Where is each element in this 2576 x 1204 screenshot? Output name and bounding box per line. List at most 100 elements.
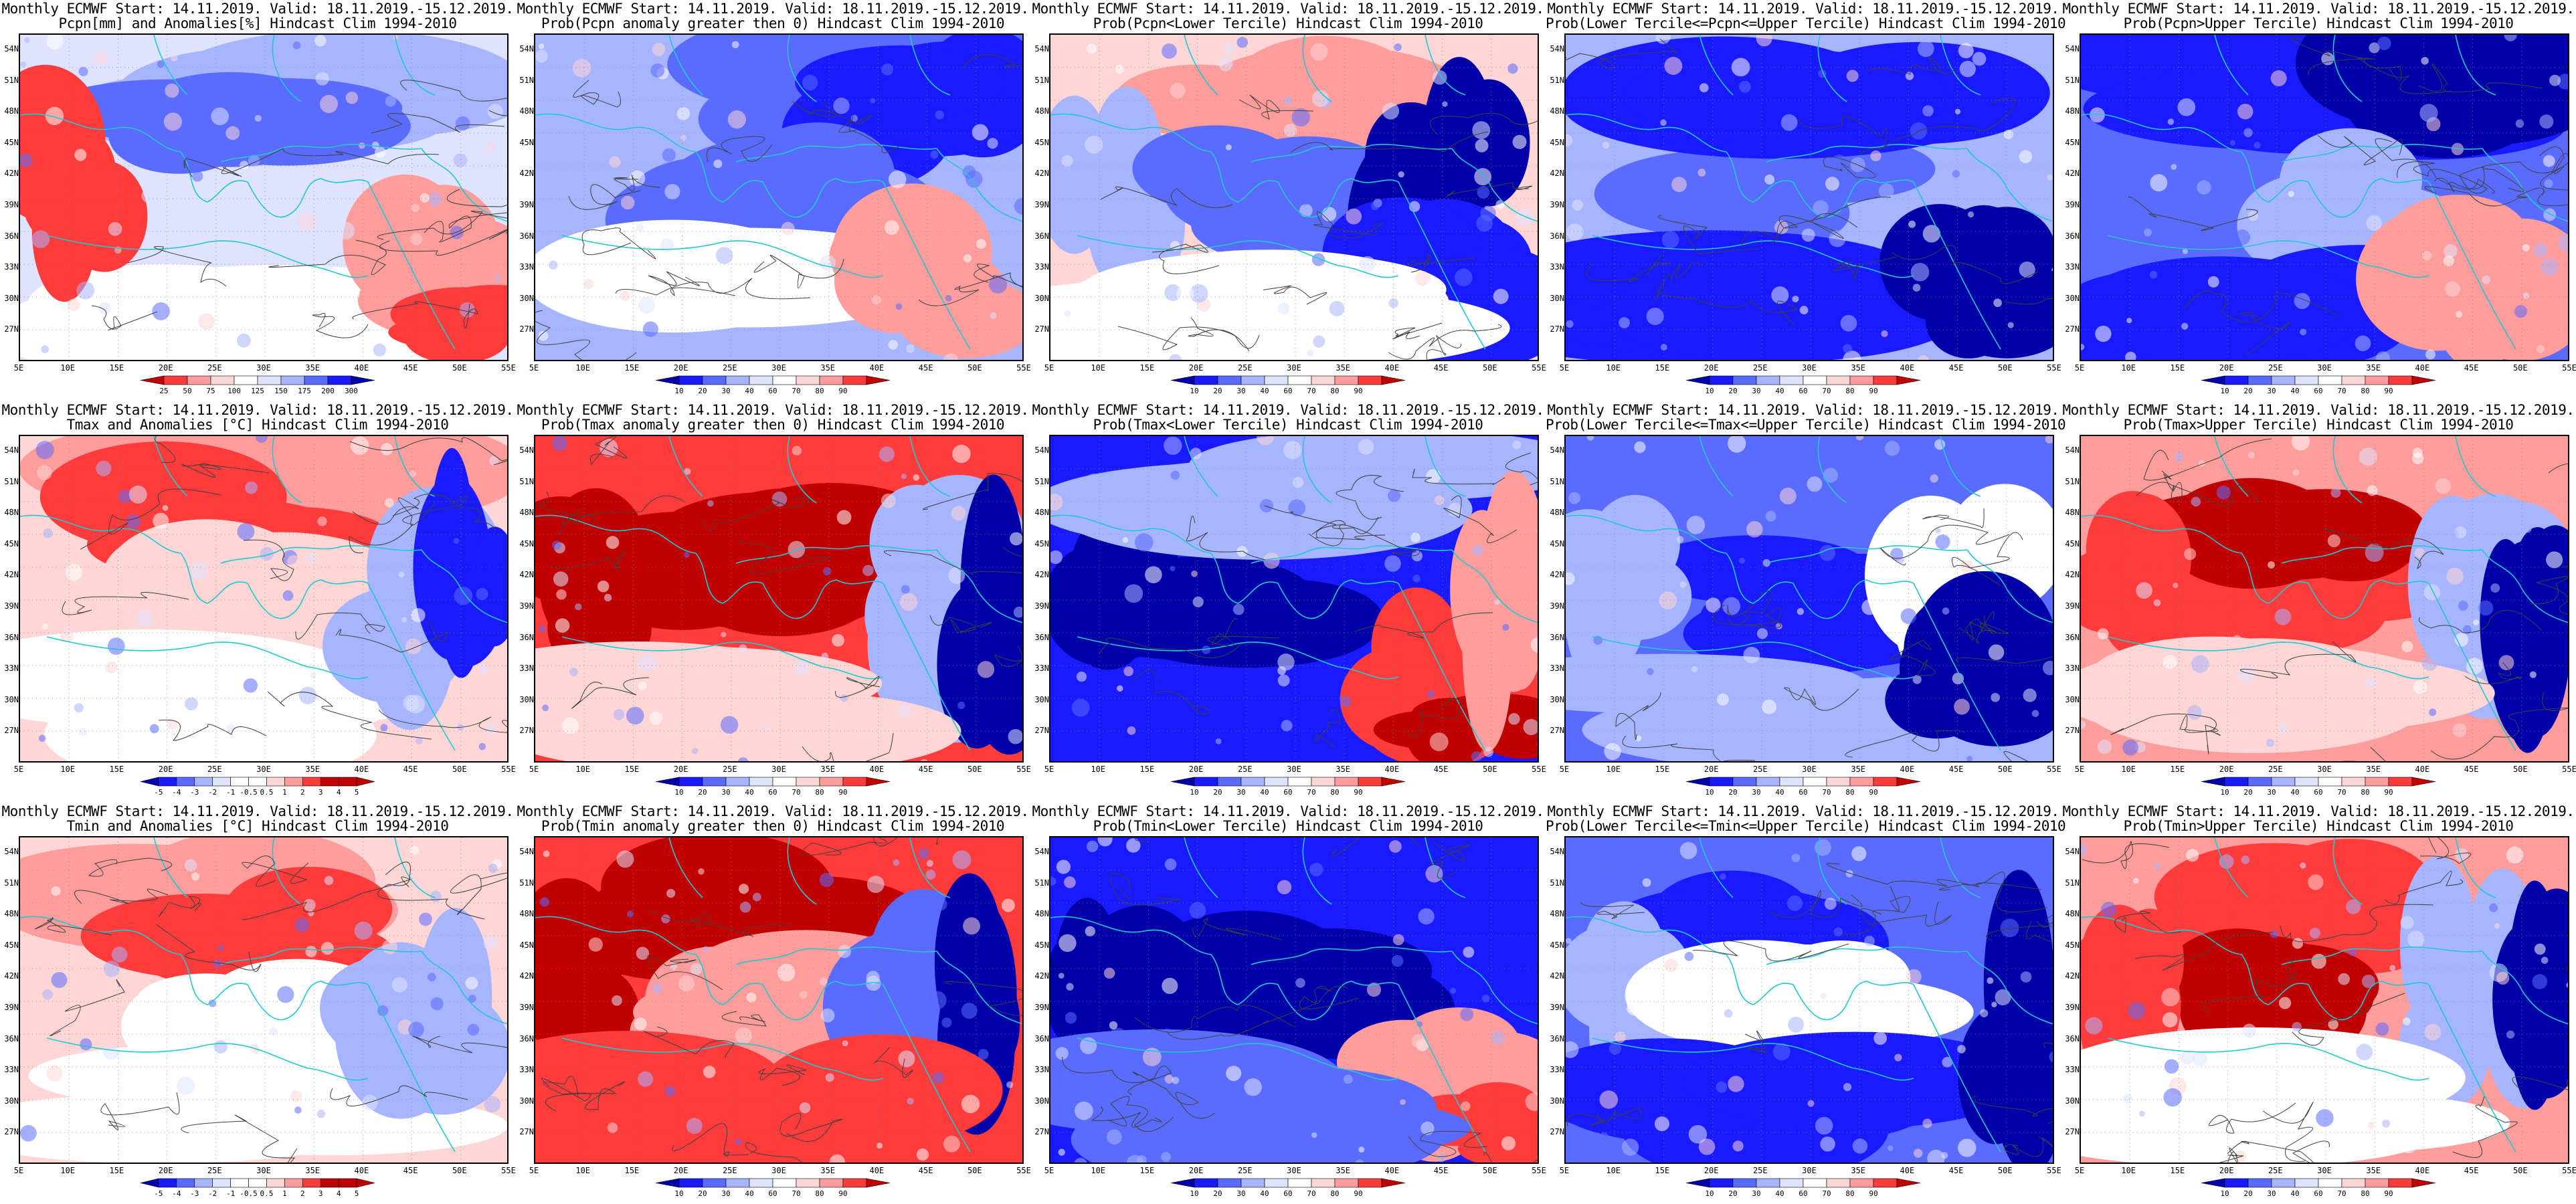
field-speckle [108, 221, 122, 236]
contour-line [2292, 993, 2405, 1046]
field-speckle [256, 613, 274, 631]
field-speckle [2458, 601, 2468, 611]
field-speckle [453, 153, 468, 168]
lon-tick-label: 40E [869, 765, 885, 774]
field-speckle [2541, 957, 2549, 964]
contour-line [1744, 1030, 1769, 1053]
field-speckle [1476, 215, 1493, 232]
contour-layer [91, 80, 507, 338]
field-speckle [2414, 548, 2425, 559]
lon-tick-label: 25E [1752, 765, 1768, 774]
contour-line [100, 1092, 180, 1130]
lat-tick-label: 30N [1034, 1096, 1049, 1106]
coastline-layer [1050, 436, 1538, 751]
colorbar-swatch [678, 375, 703, 385]
field-speckle [1117, 685, 1123, 692]
contour-line [268, 239, 387, 276]
field-patch [1152, 290, 1510, 360]
contour-line [1922, 508, 1985, 528]
colorbar-label: 70 [2337, 387, 2347, 395]
field-speckle [111, 946, 128, 963]
lat-tick-label: 36N [2065, 632, 2080, 642]
field-speckle [267, 1060, 274, 1066]
field-speckle [1922, 105, 1934, 117]
lon-tick-label: 55E [2562, 765, 2576, 774]
field-speckle [1722, 597, 1741, 615]
field-speckle [825, 1073, 834, 1082]
lon-tick-label: 20E [1188, 1166, 1204, 1175]
field-speckle [1659, 591, 1677, 610]
coastline [1184, 837, 1466, 905]
colorbar-swatch [1849, 375, 1874, 385]
field-speckle [1277, 654, 1295, 671]
lat-tick-label: 36N [519, 1033, 534, 1043]
lon-tick-label: 25E [2268, 765, 2283, 774]
colorbar-swatch [1287, 777, 1312, 787]
contour-line [1841, 886, 1911, 934]
field-speckle [80, 1038, 92, 1051]
panel-title-line2: Prob(Lower Tercile<=Pcpn<=Upper Tercile)… [1546, 15, 2066, 31]
field-speckle [2247, 452, 2255, 459]
lat-tick-label: 54N [2065, 445, 2080, 455]
contour-line [1152, 243, 1220, 274]
field-speckle [1954, 108, 1961, 114]
contour-line [1133, 669, 1210, 714]
colorbar-swatch [1896, 777, 1921, 787]
field-speckle [1170, 470, 1180, 480]
contour-line [1186, 516, 1266, 561]
lat-tick-label: 30N [2065, 1096, 2080, 1106]
lat-tick-label: 51N [1034, 878, 1049, 888]
colorbar-swatch [1170, 1178, 1195, 1188]
panel-title: Monthly ECMWF Start: 14.11.2019. Valid: … [515, 804, 1030, 833]
lat-tick-label: 54N [4, 847, 19, 856]
coastline [535, 113, 884, 218]
lon-tick-label: 15E [1655, 1166, 1670, 1175]
coastline [2214, 35, 2496, 102]
field-speckle [385, 96, 396, 107]
colorbar-label: 70 [2337, 1189, 2347, 1198]
field-speckle [2365, 677, 2377, 688]
field-speckle [945, 295, 952, 302]
field-speckle [1797, 608, 1805, 615]
colorbar-label: 10 [674, 1189, 684, 1198]
field-speckle [930, 150, 939, 159]
colorbar-label: 80 [1330, 788, 1340, 797]
field-speckle [411, 203, 420, 213]
contour-line [2114, 910, 2182, 933]
colorbar-swatch [1381, 777, 1406, 787]
contour-line [873, 1047, 913, 1078]
colorbar-label: 20 [2243, 1189, 2253, 1198]
field-speckle [2274, 608, 2292, 625]
lon-tick-label: 5E [1044, 765, 1054, 774]
field-speckle [1908, 220, 1916, 228]
field-speckle [296, 140, 304, 148]
lon-tick-label: 55E [1532, 1166, 1546, 1175]
field-speckle [660, 238, 674, 253]
coastline [153, 837, 436, 905]
field-speckle [468, 995, 476, 1003]
lon-tick-label: 5E [1044, 1166, 1054, 1175]
contour-line [929, 615, 992, 633]
panel-title: Monthly ECMWF Start: 14.11.2019. Valid: … [0, 1, 515, 31]
contour-line [243, 539, 294, 581]
coastline [735, 144, 937, 163]
field-speckle [1226, 1066, 1242, 1082]
lon-tick-label: 35E [820, 1166, 836, 1175]
colorbar-swatch [1779, 375, 1804, 385]
field-speckle [963, 917, 981, 935]
coastline [1451, 148, 1538, 222]
contour-line [1062, 1056, 1172, 1095]
lon-tick-label: 20E [158, 1166, 173, 1175]
coastline [2107, 636, 2429, 680]
field-speckle [37, 465, 52, 480]
colorbar-label: 30 [1752, 1189, 1761, 1198]
contour-line [183, 158, 242, 177]
field-speckle [2187, 704, 2202, 720]
colorbar-label: 5 [354, 1189, 359, 1198]
field-patch [2088, 636, 2338, 721]
panel-title: Monthly ECMWF Start: 14.11.2019. Valid: … [1030, 804, 1546, 833]
contour-line [2322, 528, 2444, 570]
field-speckle [394, 883, 403, 892]
field-speckle [1311, 253, 1325, 266]
lon-tick-label: 10E [2121, 363, 2136, 373]
